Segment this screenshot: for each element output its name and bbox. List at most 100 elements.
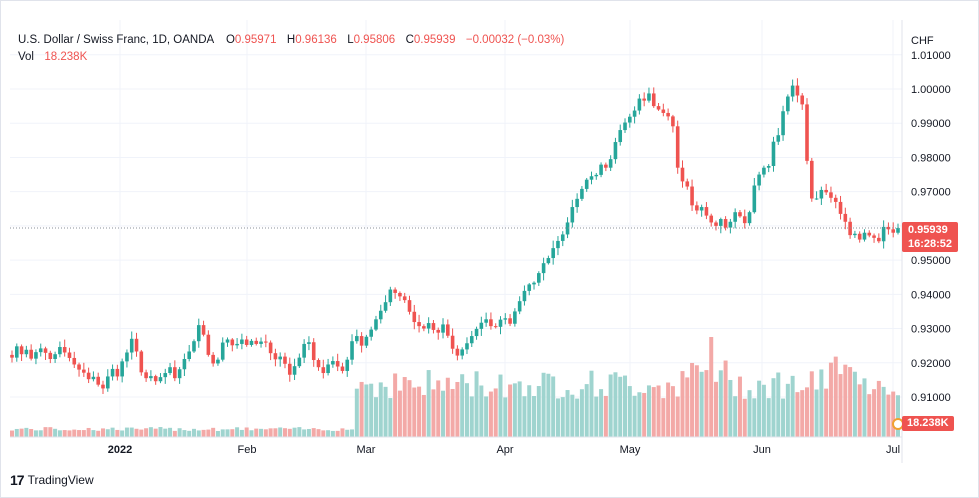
volume-bar	[771, 378, 776, 437]
candle-body	[618, 130, 623, 143]
candle-body	[168, 367, 172, 374]
time-axis[interactable]: 2022 Feb Mar Apr May Jun Jul	[108, 444, 900, 456]
volume-bar	[632, 395, 637, 437]
volume-bar	[182, 430, 187, 437]
volume-bar	[115, 429, 120, 437]
volume-label[interactable]: Vol	[18, 51, 34, 63]
candle-body	[62, 347, 67, 353]
candle-body	[723, 219, 728, 228]
volume-bar	[599, 389, 604, 437]
symbol-title[interactable]: U.S. Dollar / Swiss Franc, 1D, OANDA	[18, 34, 214, 46]
candle-body	[479, 322, 484, 329]
open-label: O	[225, 34, 235, 46]
candle-body	[19, 346, 24, 355]
volume-bar	[441, 390, 446, 437]
volume-bar	[254, 428, 259, 437]
volume-bar	[77, 430, 82, 437]
price-axis[interactable]: 1.010001.000000.990000.980000.970000.960…	[911, 50, 951, 404]
volume-bar	[43, 427, 48, 437]
footer: 17 TradingView	[10, 472, 94, 488]
candle-body	[833, 197, 838, 202]
candle-body	[249, 340, 254, 345]
volume-bar	[589, 370, 594, 437]
candle-body	[766, 165, 771, 168]
candle-body	[431, 323, 436, 330]
last-price-badge: 0.95939 16:28:52	[902, 222, 959, 252]
candle-body	[790, 85, 795, 97]
volume-bar	[38, 430, 43, 437]
volume-bar	[302, 429, 307, 437]
candle-body	[671, 116, 675, 127]
candle-body	[853, 233, 857, 236]
candle-body	[465, 343, 469, 350]
candle-body	[187, 351, 191, 359]
volume-bar	[828, 362, 833, 437]
candle-body	[522, 290, 527, 302]
volume-bar	[48, 427, 53, 437]
volume-bar	[627, 386, 632, 437]
volume-bar	[297, 427, 302, 437]
candle-body	[647, 93, 651, 101]
candle-body	[53, 354, 57, 359]
volume-bar	[766, 398, 771, 437]
candle-body	[388, 289, 393, 303]
brand-name[interactable]: TradingView	[27, 473, 94, 487]
volume-bar	[872, 389, 877, 437]
volume-bar	[421, 394, 426, 437]
candle-body	[565, 222, 570, 235]
candle-body	[192, 341, 196, 352]
time-tick-label: Jun	[753, 444, 771, 456]
volume-bar	[431, 389, 436, 437]
candle-body	[345, 359, 350, 371]
candle-body	[594, 174, 599, 177]
volume-bar	[81, 430, 86, 437]
candle-body	[843, 213, 848, 222]
volume-bar	[259, 428, 264, 437]
candle-body	[259, 341, 263, 344]
candle-body	[177, 369, 182, 379]
volume-bar	[666, 382, 671, 437]
volume-bar	[742, 398, 747, 437]
volume-bar	[623, 375, 628, 437]
tradingview-logo-icon[interactable]: 17	[10, 472, 25, 488]
volume-bar	[484, 396, 489, 437]
open-value: 0.95971	[234, 34, 277, 46]
volume-bar	[191, 428, 196, 437]
candle-body	[254, 340, 259, 344]
candle-body	[321, 367, 326, 374]
volume-bar	[824, 388, 829, 437]
volume-bar	[230, 429, 235, 437]
volume-bar	[29, 429, 34, 437]
volume-bar	[613, 372, 618, 437]
candle-body	[513, 311, 517, 324]
candle-body	[220, 342, 225, 360]
price-tick-label: 0.95000	[911, 255, 951, 267]
candle-body	[91, 376, 96, 380]
volume-bar	[464, 383, 469, 437]
volume-bar	[848, 367, 853, 437]
candle-body	[584, 179, 589, 189]
time-tick-label: May	[620, 444, 641, 456]
volume-bar	[340, 428, 345, 437]
high-value: 0.96136	[295, 34, 337, 46]
candle-body	[316, 360, 321, 368]
candle-body	[690, 186, 694, 206]
candle-body	[575, 198, 579, 208]
bar-countdown: 16:28:52	[908, 238, 953, 250]
volume-bar	[407, 380, 412, 437]
candle-body	[762, 167, 766, 175]
candle-body	[498, 319, 503, 327]
candle-body	[747, 212, 752, 224]
candle-body	[110, 368, 115, 377]
volume-bar	[139, 429, 144, 437]
candle-body	[240, 339, 244, 344]
volume-bar	[857, 384, 862, 437]
volume-bar	[316, 429, 321, 437]
candle-body	[891, 229, 896, 233]
volume-bar	[781, 398, 786, 437]
candle-body	[441, 324, 445, 333]
candle-body	[412, 311, 417, 323]
volume-bar	[517, 381, 522, 437]
candle-body	[374, 319, 378, 330]
candle-body	[599, 164, 603, 175]
